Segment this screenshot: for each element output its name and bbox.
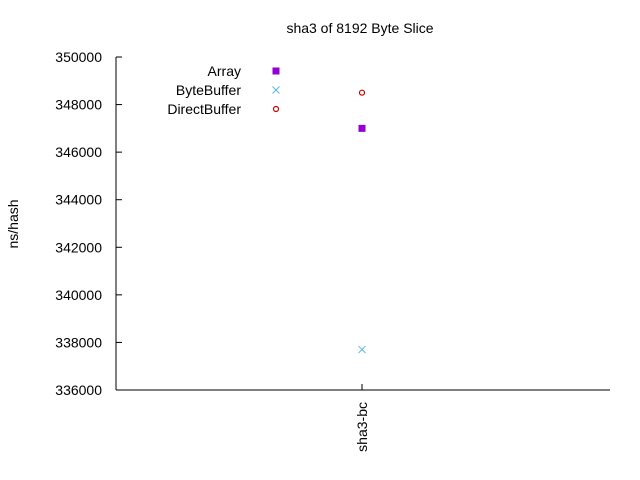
data-point-directbuffer <box>358 89 366 96</box>
y-tick-label: 336000 <box>55 382 102 398</box>
y-tick-label: 350000 <box>55 49 102 65</box>
x-tick-label: sha3-bc <box>354 402 370 452</box>
data-points <box>358 89 366 354</box>
y-tick-label: 344000 <box>55 192 102 208</box>
y-axis-ticks: 336000 338000 340000 342000 344000 346000 3480… <box>55 49 122 398</box>
plot-frame <box>115 57 610 391</box>
legend-label-bytebuffer: ByteBuffer <box>176 82 241 98</box>
legend-label-directbuffer: DirectBuffer <box>167 101 241 117</box>
legend: Array ByteBuffer DirectBuffer <box>167 63 280 117</box>
legend-marker-array <box>272 67 280 75</box>
y-tick-label: 348000 <box>55 97 102 113</box>
marker-stroke <box>358 345 366 354</box>
y-tick-label: 346000 <box>55 144 102 160</box>
y-tick-label: 338000 <box>55 334 102 350</box>
data-point-bytebuffer <box>358 345 366 354</box>
data-point-array <box>358 124 366 132</box>
legend-label-array: Array <box>208 63 241 79</box>
legend-marker-bytebuffer <box>272 86 280 94</box>
y-tick-label: 340000 <box>55 287 102 303</box>
y-tick-label: 342000 <box>55 239 102 255</box>
y-axis-label: ns/hash <box>5 199 21 248</box>
x-axis-ticks: sha3-bc <box>354 384 370 452</box>
legend-marker-directbuffer <box>272 105 280 113</box>
marker-stroke <box>272 86 280 94</box>
chart-title: sha3 of 8192 Byte Slice <box>286 20 433 36</box>
